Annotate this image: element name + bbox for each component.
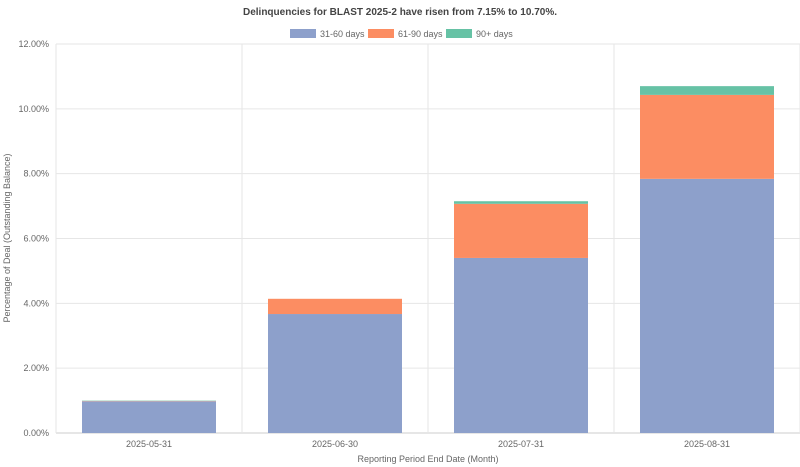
y-axis-label: Percentage of Deal (Outstanding Balance) [2,153,12,322]
bar-31-60-days-2025-06-30 [268,314,402,433]
y-tick-label: 0.00% [23,428,49,438]
legend-swatch [368,29,394,38]
bar-31-60-days-2025-08-31 [640,178,774,433]
y-tick-label: 2.00% [23,363,49,373]
bar-61-90-days-2025-07-31 [454,203,588,258]
legend-label: 61-90 days [398,29,443,39]
chart-title: Delinquencies for BLAST 2025-2 have rise… [243,7,557,18]
bar-61-90-days-2025-08-31 [640,94,774,179]
y-tick-label: 6.00% [23,234,49,244]
legend-label: 90+ days [476,29,513,39]
x-axis-label: Reporting Period End Date (Month) [357,454,498,464]
y-tick-label: 12.00% [18,39,49,49]
x-tick-label: 2025-06-30 [312,439,358,449]
bar-31-60-days-2025-07-31 [454,257,588,433]
y-tick-label: 8.00% [23,169,49,179]
legend-swatch [290,29,316,38]
legend: 31-60 days 61-90 days 90+ days [290,29,513,39]
bar-90-days-2025-07-31 [454,201,588,204]
legend-swatch [446,29,472,38]
bar-90-days-2025-08-31 [640,86,774,95]
x-tick-label: 2025-08-31 [684,439,730,449]
bar-31-60-days-2025-05-31 [82,401,216,433]
x-tick-label: 2025-05-31 [126,439,172,449]
y-tick-label: 10.00% [18,104,49,114]
legend-label: 31-60 days [320,29,365,39]
x-tick-label: 2025-07-31 [498,439,544,449]
bar-61-90-days-2025-06-30 [268,298,402,315]
y-tick-label: 4.00% [23,298,49,308]
